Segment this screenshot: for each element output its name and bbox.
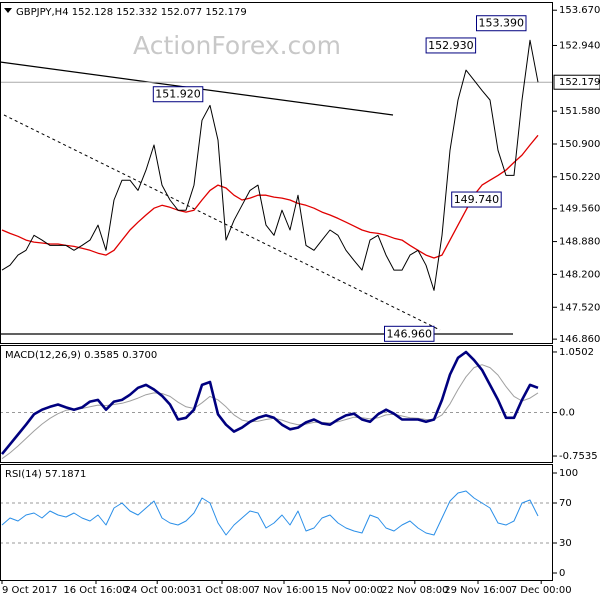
price-label-box [152,86,204,103]
panel-title: GBPJPY,H4 152.128 152.332 152.077 152.17… [16,7,247,18]
price-label-box [425,37,477,54]
series-line [1,490,539,536]
price-label-box [476,15,527,32]
series-line [0,350,539,455]
panel-title: RSI(14) 57.1871 [5,469,86,480]
y-tick-label: 148.200 [559,269,600,280]
y-tick-label: 153.670 [559,5,600,16]
x-tick-label: 7 Dec 00:00 [511,585,572,596]
y-tick-label: 0.0 [559,408,575,419]
watermark: ActionForex.com [133,31,341,60]
series-line [1,364,539,460]
x-tick-label: 24 Oct 00:00 [125,585,190,596]
x-tick-label: 16 Oct 16:00 [63,585,128,596]
y-tick-label: 151.580 [559,106,600,117]
price-label: 146.960 [387,327,433,340]
series-line [1,134,539,259]
title-arrow [4,8,12,13]
price-label: 149.740 [454,193,500,206]
x-tick-label: 29 Nov 16:00 [444,585,511,596]
price-label-box [384,325,435,342]
current-price-box [553,74,600,90]
y-tick-label: 100 [559,468,578,479]
panel-frame [0,345,553,463]
panel-frame [0,2,553,344]
y-tick-label: 149.560 [559,204,600,215]
price-label-box [451,191,502,208]
panel-frame [0,464,553,581]
x-tick-label: 7 Nov 16:00 [253,585,314,596]
price-label: 152.930 [428,39,474,52]
price-label: 151.920 [155,88,201,101]
y-tick-label: 150.900 [559,139,600,150]
y-tick-label: 0 [559,568,565,579]
x-tick-label: 22 Nov 08:00 [381,585,448,596]
series-line [1,39,539,291]
x-tick-label: 31 Oct 08:00 [189,585,254,596]
y-tick-label: 148.880 [559,237,600,248]
y-tick-label: 1.0502 [559,347,594,358]
y-tick-label: -0.7535 [559,451,598,462]
y-tick-label: 147.520 [559,302,600,313]
y-tick-label: 30 [559,538,572,549]
panel-title: MACD(12,26,9) 0.3585 0.3700 [5,350,157,361]
y-tick-label: 152.940 [559,40,600,51]
y-tick-label: 150.220 [559,172,600,183]
current-price-label: 152.179 [559,77,600,88]
y-tick-label: 70 [559,498,572,509]
x-tick-label: 9 Oct 2017 [2,585,57,596]
x-tick-label: 15 Nov 00:00 [315,585,382,596]
y-tick-label: 146.860 [559,334,600,345]
price-label: 153.390 [479,17,525,30]
